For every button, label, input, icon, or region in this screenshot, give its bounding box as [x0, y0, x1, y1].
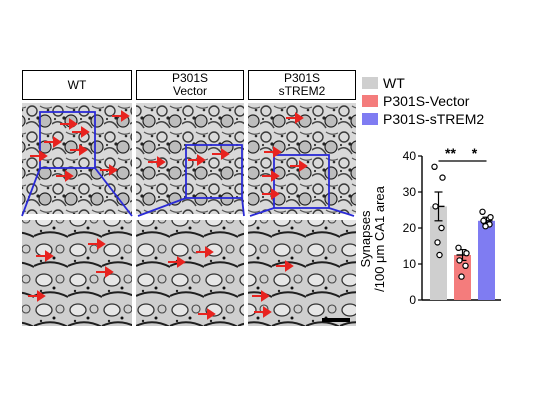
zoom-line-strem2-left — [249, 207, 275, 217]
arrow-icon — [112, 110, 130, 122]
data-point — [463, 249, 470, 257]
legend-swatch-vector — [362, 95, 378, 107]
arrow-icon — [148, 156, 166, 168]
arrow-icon — [70, 144, 88, 156]
arrow-icon — [262, 188, 280, 200]
scale-bar — [322, 318, 350, 322]
arrow-icon — [96, 266, 114, 278]
data-point — [479, 208, 486, 215]
panel-label-strem2-line1: P301S — [283, 71, 321, 85]
legend-label-vector: P301S-Vector — [383, 92, 470, 109]
arrow-icon — [212, 148, 230, 160]
legend-item-wt: WT — [362, 74, 484, 92]
panel-label-wt-line1: WT — [67, 77, 87, 92]
y-tick-label: 40 — [403, 149, 417, 163]
micrograph-vector-overview — [136, 103, 244, 214]
zoom-line-strem2-right — [328, 207, 355, 217]
arrow-icon — [188, 154, 206, 166]
data-point — [480, 217, 487, 224]
legend: WT P301S-Vector P301S-sTREM2 — [362, 74, 484, 128]
arrow-icon — [30, 150, 48, 162]
significance-label: * — [472, 145, 478, 161]
micrograph-strem2-overview — [248, 103, 356, 214]
panel-label-strem2-line2: sTREM2 — [278, 84, 326, 98]
zoom-line-vector-left — [137, 197, 187, 217]
arrow-icon — [196, 246, 214, 258]
legend-item-strem2: P301S-sTREM2 — [362, 110, 484, 128]
data-point — [456, 257, 463, 264]
significance-label: ** — [445, 145, 456, 161]
arrow-icon — [60, 118, 78, 130]
arrow-icon — [72, 126, 90, 138]
arrow-icon — [56, 170, 74, 182]
micrograph-vector-zoom — [136, 220, 244, 326]
arrow-icon — [254, 306, 272, 318]
panel-label-vector: P301S Vector — [136, 70, 244, 100]
panel-label-vector-line2: Vector — [172, 84, 208, 98]
zoom-line-wt-left — [21, 167, 41, 217]
legend-swatch-strem2 — [362, 113, 378, 125]
y-tick-label: 30 — [403, 185, 417, 199]
y-tick-label: 10 — [403, 257, 417, 271]
y-tick-label: 0 — [409, 293, 416, 307]
arrow-icon — [198, 308, 216, 320]
chart-significance: ** * — [438, 145, 487, 162]
legend-label-strem2: P301S-sTREM2 — [383, 110, 485, 127]
data-point — [436, 251, 443, 259]
arrow-icon — [290, 160, 308, 172]
arrow-icon — [100, 164, 118, 176]
data-point — [487, 213, 494, 221]
panel-label-wt: WT — [22, 70, 132, 100]
data-point — [439, 174, 446, 181]
arrow-icon — [28, 290, 46, 302]
zoom-box-vector — [185, 144, 243, 199]
legend-swatch-wt — [362, 77, 378, 89]
zoom-indicators — [21, 111, 355, 217]
y-axis-label-line2: /100 μm CA1 area — [372, 185, 387, 292]
micrograph-wt-zoom — [22, 220, 132, 326]
legend-label-wt: WT — [383, 74, 405, 91]
data-point — [482, 222, 489, 230]
y-tick-label: 20 — [403, 221, 417, 235]
bar-3 — [478, 220, 495, 300]
arrow-icon — [286, 112, 304, 124]
panel-label-vector-line1: P301S — [171, 71, 209, 85]
zoom-line-vector-right — [241, 197, 245, 217]
arrow-icon — [44, 136, 62, 148]
data-point — [434, 239, 441, 246]
legend-item-vector: P301S-Vector — [362, 92, 484, 110]
arrow-icon — [264, 146, 282, 158]
zoom-line-wt-right — [94, 167, 133, 217]
zoom-box-wt — [39, 111, 96, 169]
data-point — [431, 163, 438, 170]
data-point — [432, 203, 439, 210]
arrow-icon — [36, 250, 54, 262]
arrow-icon — [88, 238, 106, 250]
data-point — [462, 262, 469, 269]
y-axis-label-line1: Synapses — [358, 210, 373, 268]
data-point — [455, 244, 462, 251]
chart-bars — [430, 191, 495, 300]
data-point — [438, 224, 445, 232]
chart-points — [431, 163, 494, 280]
synapse-arrows — [28, 110, 308, 320]
chart-axes: 0 10 20 30 40 — [403, 149, 501, 307]
arrow-icon — [276, 260, 294, 272]
arrow-icon — [262, 170, 280, 182]
arrow-icon — [168, 256, 186, 268]
arrow-icon — [252, 290, 270, 302]
data-point — [458, 273, 465, 280]
panel-label-strem2: P301S sTREM2 — [248, 70, 356, 100]
zoom-box-strem2 — [273, 154, 330, 209]
